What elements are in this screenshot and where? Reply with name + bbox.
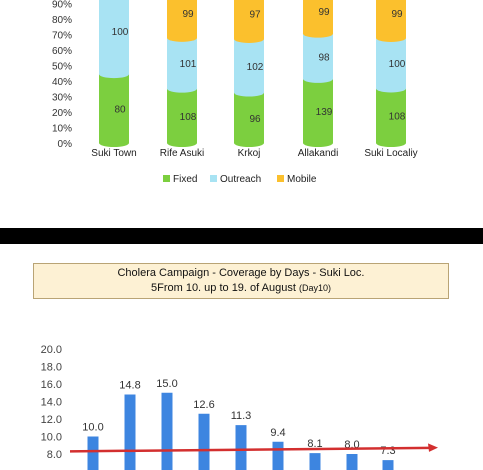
chart-title-line2: 5From 10. up to 19. of August (Day10) <box>34 281 448 296</box>
x-tick-label: Suki Town <box>91 148 136 159</box>
legend-label: Fixed <box>173 174 197 185</box>
y-tick-label: 8.0 <box>47 449 62 461</box>
y-tick-label: 16.0 <box>41 379 62 391</box>
chart-title-line1: Cholera Campaign - Coverage by Days - Su… <box>117 267 365 279</box>
chart-title-dates: 5From 10. up to 19. of August <box>150 282 296 294</box>
y-tick-label: 70% <box>52 31 72 42</box>
coverage-bar <box>382 460 394 470</box>
y-tick-label: 50% <box>52 62 72 73</box>
y-tick-label: 20.0 <box>41 344 62 356</box>
data-label: 101 <box>180 59 197 70</box>
reference-line <box>69 446 431 453</box>
stacked-bar-segment-base <box>234 88 264 97</box>
data-label: 11.3 <box>231 410 252 422</box>
chart-title-day: (Day10) <box>298 283 331 293</box>
stacked-bar-segment <box>234 0 264 39</box>
stacked-bar-segment <box>99 74 129 143</box>
legend-label: Mobile <box>287 174 317 185</box>
data-label: 12.6 <box>193 399 214 411</box>
stacked-bar-segment <box>167 88 197 143</box>
stacked-bar-segment <box>234 38 264 93</box>
data-label: 98 <box>318 52 330 63</box>
stacked-bar-segment <box>303 33 333 79</box>
coverage-bar-chart-svg: 8.0 10.0 12.0 14.0 16.0 18.0 20.0 10.0 14.8 15.0 1… <box>41 344 438 470</box>
stacked-bar-segment-base <box>303 74 333 83</box>
y-tick-label: 10% <box>52 124 72 135</box>
coverage-bar <box>346 454 358 470</box>
coverage-bar <box>124 394 136 470</box>
data-label: 9.4 <box>270 427 285 439</box>
y-tick-label: 12.0 <box>41 414 62 426</box>
stacked-bar-segment-base <box>234 34 264 43</box>
legend-swatch <box>277 175 284 182</box>
coverage-bar-chart: Cholera Campaign - Coverage by Days - Su… <box>0 244 483 470</box>
data-label: 96 <box>249 114 261 125</box>
y-tick-label: 18.0 <box>41 362 62 374</box>
y-tick-label: 60% <box>52 46 72 57</box>
stacked-bar-segment <box>376 0 406 38</box>
stacked-bar-segment <box>303 0 333 34</box>
data-label: 108 <box>180 112 197 123</box>
coverage-bar <box>272 441 284 470</box>
legend-swatch <box>210 175 217 182</box>
stacked-bar-segment-base <box>376 84 406 93</box>
stacked-bar-segment-base <box>99 139 129 147</box>
data-label: 97 <box>249 9 261 20</box>
data-label: 99 <box>318 7 330 18</box>
stacked-bar-chart-svg: 0% 10% 20% 30% 40% 50% 60% 70% 80% 90% 80 100 Suki T… <box>52 0 418 185</box>
y-tick-label: 14.0 <box>41 397 62 409</box>
data-label: 7.3 <box>380 445 395 457</box>
y-tick-label: 0% <box>58 139 73 150</box>
stacked-bar-segment-base <box>167 139 197 147</box>
y-tick-label: 10.0 <box>41 432 62 444</box>
stacked-bar-segment-base <box>303 29 333 38</box>
stacked-bar-segment-base <box>376 33 406 42</box>
data-label: 10.0 <box>82 422 103 434</box>
legend-swatch <box>163 175 170 182</box>
y-tick-label: 90% <box>52 0 72 11</box>
stacked-bar-segment-base <box>167 84 197 93</box>
data-label: 99 <box>391 9 403 20</box>
stacked-bar-segment <box>376 88 406 143</box>
stacked-bar-segment <box>303 78 333 143</box>
x-tick-label: Krkoj <box>238 148 261 159</box>
coverage-bar <box>87 436 99 470</box>
y-tick-label: 20% <box>52 108 72 119</box>
y-tick-label: 80% <box>52 15 72 26</box>
data-label: 139 <box>316 107 333 118</box>
stacked-bar-segment-base <box>99 70 129 79</box>
stacked-bar-segment-base <box>234 139 264 147</box>
coverage-bar <box>198 413 210 470</box>
x-tick-label: Rife Asuki <box>160 148 204 159</box>
stacked-bar-segment <box>99 0 129 75</box>
stacked-bar-segment <box>167 37 197 89</box>
stacked-bar-segment <box>376 37 406 89</box>
data-label: 15.0 <box>156 378 177 390</box>
data-label: 102 <box>247 62 264 73</box>
stacked-bar-segment <box>167 0 197 38</box>
data-label: 100 <box>389 59 406 70</box>
chart-title-box: Cholera Campaign - Coverage by Days - Su… <box>33 263 449 299</box>
data-label: 8.1 <box>307 438 322 450</box>
legend-label: Outreach <box>220 174 261 185</box>
x-tick-label: Allakandi <box>298 148 339 159</box>
stacked-bar-segment-base <box>303 139 333 147</box>
stacked-bar-segment-base <box>376 139 406 147</box>
data-label: 14.8 <box>119 380 140 392</box>
panel-divider <box>0 228 483 244</box>
stacked-bar-segment <box>234 92 264 143</box>
coverage-bar <box>235 425 247 470</box>
x-tick-label: Suki Localiy <box>364 148 417 159</box>
coverage-bar <box>309 453 321 470</box>
data-label: 80 <box>114 105 126 116</box>
data-label: 108 <box>389 112 406 123</box>
reference-line-arrow <box>428 443 438 452</box>
y-tick-label: 40% <box>52 77 72 88</box>
coverage-bar <box>161 392 173 470</box>
stacked-bar-segment-base <box>167 33 197 42</box>
stacked-bar-chart: 0% 10% 20% 30% 40% 50% 60% 70% 80% 90% 80 100 Suki T… <box>0 0 483 228</box>
data-label: 99 <box>182 9 194 20</box>
y-tick-label: 30% <box>52 93 72 104</box>
data-label: 100 <box>112 27 129 38</box>
